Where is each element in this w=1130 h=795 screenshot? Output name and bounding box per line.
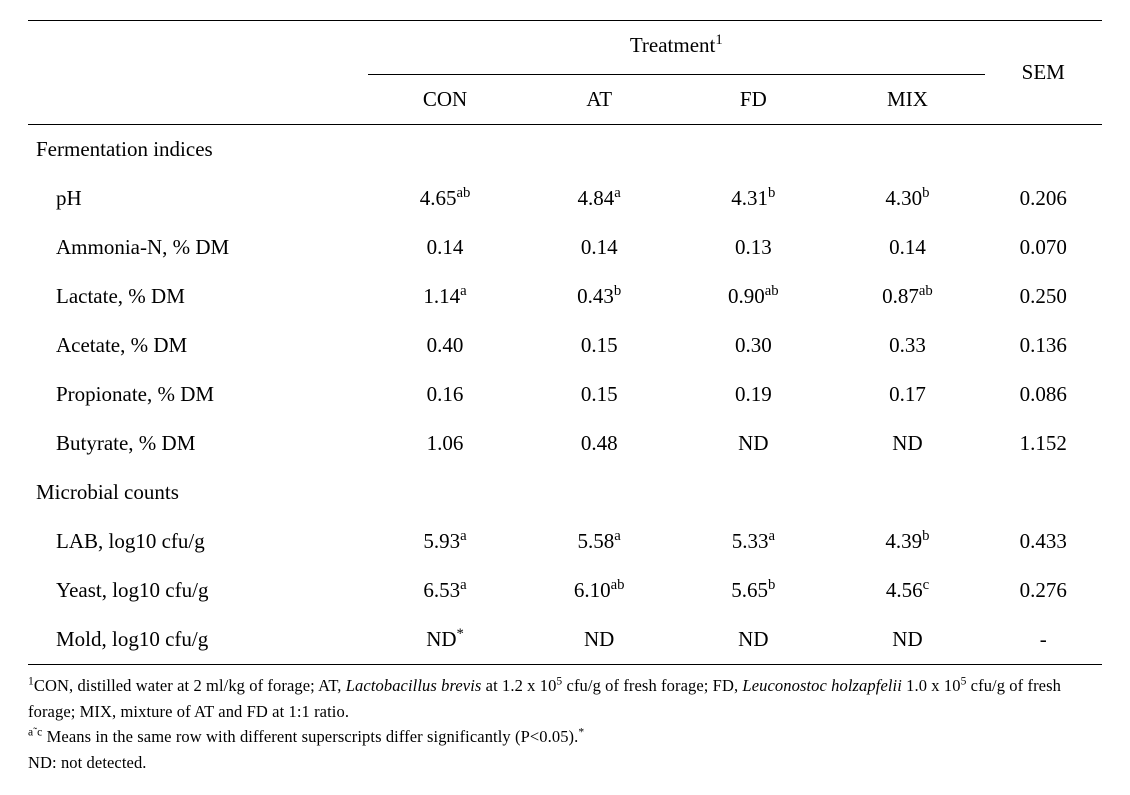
row-value: 0.14	[830, 223, 984, 272]
row-value: 0.87ab	[830, 272, 984, 321]
row-label: Yeast, log10 cfu/g	[28, 566, 368, 615]
footnote-1: 1CON, distilled water at 2 ml/kg of fora…	[28, 673, 1102, 724]
row-sem: 0.070	[985, 223, 1102, 272]
row-label: Ammonia-N, % DM	[28, 223, 368, 272]
row-value: 0.13	[676, 223, 830, 272]
header-treatment-text: Treatment	[630, 33, 716, 57]
row-label: Lactate, % DM	[28, 272, 368, 321]
row-value: 1.06	[368, 419, 522, 468]
row-value: 4.31b	[676, 174, 830, 223]
row-sem: 1.152	[985, 419, 1102, 468]
row-value: 0.33	[830, 321, 984, 370]
row-value: 6.53a	[368, 566, 522, 615]
row-sem: 0.433	[985, 517, 1102, 566]
row-value: 1.14a	[368, 272, 522, 321]
row-value: 6.10ab	[522, 566, 676, 615]
row-value: 0.90ab	[676, 272, 830, 321]
row-label: Propionate, % DM	[28, 370, 368, 419]
row-value: 4.65ab	[368, 174, 522, 223]
row-sem: -	[985, 615, 1102, 665]
row-label: Acetate, % DM	[28, 321, 368, 370]
row-value: 4.56c	[830, 566, 984, 615]
footnotes: 1CON, distilled water at 2 ml/kg of fora…	[28, 673, 1102, 775]
header-col-mix: MIX	[830, 75, 984, 125]
row-value: 0.48	[522, 419, 676, 468]
row-value: 0.16	[368, 370, 522, 419]
row-value: ND	[830, 615, 984, 665]
row-value: 5.58a	[522, 517, 676, 566]
row-sem: 0.206	[985, 174, 1102, 223]
fermentation-table: Treatment1 SEM CON AT FD MIX Fermentatio…	[28, 20, 1102, 665]
row-sem: 0.086	[985, 370, 1102, 419]
row-value: 0.14	[368, 223, 522, 272]
row-value: 0.15	[522, 370, 676, 419]
row-label: pH	[28, 174, 368, 223]
row-value: 0.14	[522, 223, 676, 272]
header-sem: SEM	[985, 21, 1102, 125]
row-value: ND*	[368, 615, 522, 665]
row-value: ND	[830, 419, 984, 468]
row-value: 0.43b	[522, 272, 676, 321]
header-col-at: AT	[522, 75, 676, 125]
row-label: Butyrate, % DM	[28, 419, 368, 468]
footnote-2: a˜c Means in the same row with different…	[28, 724, 1102, 750]
row-value: 0.19	[676, 370, 830, 419]
row-value: ND	[676, 615, 830, 665]
header-col-con: CON	[368, 75, 522, 125]
footnote-2-sup: a˜c	[28, 727, 42, 739]
row-sem: 0.136	[985, 321, 1102, 370]
row-value: 0.30	[676, 321, 830, 370]
row-value: 5.33a	[676, 517, 830, 566]
row-value: 0.40	[368, 321, 522, 370]
header-treatment-sup: 1	[715, 32, 722, 48]
row-value: 4.39b	[830, 517, 984, 566]
row-label: Mold, log10 cfu/g	[28, 615, 368, 665]
header-col-fd: FD	[676, 75, 830, 125]
row-value: 0.15	[522, 321, 676, 370]
section-title: Microbial counts	[28, 468, 1102, 517]
row-label: LAB, log10 cfu/g	[28, 517, 368, 566]
row-value: ND	[676, 419, 830, 468]
row-sem: 0.250	[985, 272, 1102, 321]
section-title: Fermentation indices	[28, 125, 1102, 175]
header-empty	[28, 21, 368, 125]
table-body: Fermentation indicespH4.65ab4.84a4.31b4.…	[28, 125, 1102, 665]
row-value: 4.84a	[522, 174, 676, 223]
row-value: 0.17	[830, 370, 984, 419]
row-sem: 0.276	[985, 566, 1102, 615]
row-value: 4.30b	[830, 174, 984, 223]
row-value: 5.65b	[676, 566, 830, 615]
row-value: ND	[522, 615, 676, 665]
header-treatment: Treatment1	[368, 21, 985, 75]
row-value: 5.93a	[368, 517, 522, 566]
